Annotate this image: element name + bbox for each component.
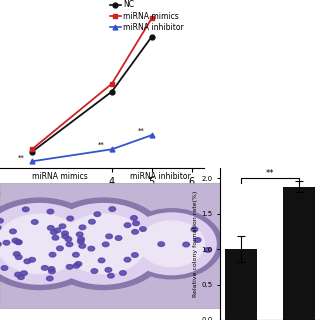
Circle shape (124, 223, 131, 228)
Circle shape (94, 212, 100, 216)
Circle shape (47, 226, 54, 230)
Circle shape (15, 272, 21, 277)
Circle shape (10, 229, 16, 234)
Circle shape (54, 228, 61, 233)
Circle shape (15, 240, 21, 244)
Circle shape (91, 269, 98, 273)
Circle shape (31, 220, 38, 224)
Circle shape (124, 257, 131, 262)
Circle shape (115, 236, 122, 240)
Circle shape (65, 237, 72, 241)
Bar (283, 187, 316, 320)
Circle shape (121, 209, 222, 279)
Circle shape (47, 209, 54, 214)
Legend: NC, miRNA mimics, miRNA inhibitor: NC, miRNA mimics, miRNA inhibitor (110, 0, 184, 32)
Circle shape (158, 242, 164, 246)
Bar (225, 249, 257, 320)
Circle shape (89, 220, 95, 224)
Circle shape (49, 269, 55, 274)
Circle shape (0, 214, 83, 274)
Circle shape (132, 229, 138, 234)
Circle shape (98, 258, 105, 263)
Circle shape (0, 204, 98, 284)
Circle shape (51, 230, 57, 235)
Text: miRNA mimics: miRNA mimics (32, 172, 87, 181)
Circle shape (66, 242, 73, 247)
Circle shape (15, 255, 22, 260)
Circle shape (3, 240, 10, 245)
Circle shape (1, 266, 8, 270)
Circle shape (73, 252, 79, 257)
Circle shape (62, 231, 68, 236)
Circle shape (0, 219, 3, 223)
Text: **: ** (138, 128, 145, 134)
Circle shape (183, 242, 189, 247)
Circle shape (73, 263, 80, 268)
Circle shape (108, 274, 114, 278)
Circle shape (42, 266, 48, 270)
Circle shape (127, 213, 216, 275)
Circle shape (13, 252, 20, 256)
Circle shape (0, 225, 1, 230)
Circle shape (106, 234, 112, 239)
Circle shape (22, 207, 29, 212)
Circle shape (109, 207, 116, 212)
Circle shape (46, 276, 53, 281)
Text: **: ** (18, 154, 25, 160)
Circle shape (78, 237, 84, 241)
Circle shape (59, 224, 66, 228)
Circle shape (204, 248, 211, 252)
Y-axis label: Relative colony formation rate(%): Relative colony formation rate(%) (193, 191, 198, 297)
Circle shape (120, 271, 126, 275)
Text: **: ** (266, 169, 274, 178)
Circle shape (60, 214, 146, 274)
Circle shape (66, 265, 73, 269)
Circle shape (57, 246, 63, 251)
Circle shape (75, 262, 82, 266)
Circle shape (79, 244, 86, 248)
FancyBboxPatch shape (0, 183, 220, 308)
Circle shape (79, 225, 86, 230)
Circle shape (24, 259, 31, 264)
Circle shape (16, 240, 22, 244)
Circle shape (76, 232, 83, 237)
Text: **: ** (98, 142, 105, 148)
Circle shape (67, 216, 74, 221)
Text: miRNA inhibitor: miRNA inhibitor (130, 172, 191, 181)
Circle shape (77, 239, 84, 244)
Circle shape (62, 234, 68, 238)
X-axis label: day: day (0, 188, 18, 198)
Circle shape (140, 227, 146, 231)
Circle shape (0, 198, 106, 290)
Circle shape (37, 198, 169, 290)
Circle shape (139, 221, 204, 267)
Circle shape (21, 271, 27, 276)
Circle shape (52, 236, 59, 240)
Circle shape (191, 227, 198, 232)
Circle shape (194, 238, 201, 242)
Circle shape (48, 267, 55, 271)
Circle shape (105, 268, 112, 272)
Circle shape (88, 246, 95, 251)
Circle shape (102, 242, 109, 247)
Circle shape (45, 204, 162, 284)
Circle shape (49, 252, 56, 257)
Circle shape (0, 242, 1, 246)
Circle shape (29, 258, 36, 262)
Circle shape (12, 238, 19, 243)
Circle shape (133, 221, 139, 226)
Circle shape (131, 216, 137, 220)
Circle shape (132, 253, 138, 257)
Circle shape (18, 275, 24, 279)
